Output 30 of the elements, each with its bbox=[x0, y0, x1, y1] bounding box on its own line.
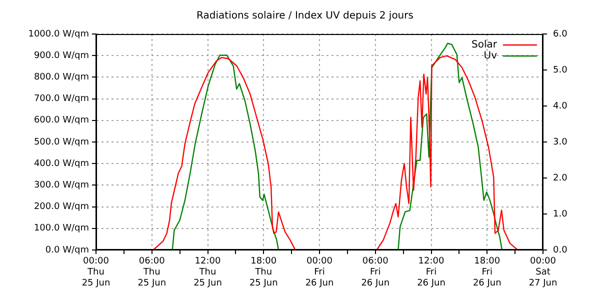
x-tick-label: 18:00 Thu 25 Jun bbox=[249, 256, 278, 288]
x-tick-label: 12:00 Thu 25 Jun bbox=[194, 256, 222, 288]
y2-tick-label: 2.0 bbox=[553, 173, 568, 184]
x-tick-label: 18:00 Fri 26 Jun bbox=[472, 256, 502, 288]
y-tick-label: 0.0 W/qm bbox=[45, 245, 89, 256]
y-tick-label: 400.0 W/qm bbox=[34, 158, 89, 169]
x-tick-label: 12:00 Fri 26 Jun bbox=[417, 256, 446, 288]
legend-label: Uv bbox=[484, 50, 498, 62]
x-tick-label: 06:00 Thu 25 Jun bbox=[138, 256, 166, 288]
y-tick-label: 1000.0 W/qm bbox=[28, 29, 89, 40]
x-tick-label: 00:00 Sat 27 Jun bbox=[528, 256, 558, 288]
y-tick-label: 200.0 W/qm bbox=[34, 202, 89, 212]
y2-tick-label: 0.0 bbox=[553, 245, 568, 256]
y-tick-label: 300.0 W/qm bbox=[34, 180, 89, 191]
y-tick-label: 500.0 W/qm bbox=[34, 137, 89, 148]
x-tick-label: 00:00 Fri 26 Jun bbox=[305, 256, 334, 288]
y2-tick-label: 3.0 bbox=[553, 137, 568, 148]
y2-tick-label: 6.0 bbox=[553, 29, 568, 40]
y2-tick-label: 5.0 bbox=[553, 65, 568, 76]
y-tick-label: 900.0 W/qm bbox=[34, 50, 89, 61]
x-tick-label: 06:00 Fri 26 Jun bbox=[361, 256, 390, 288]
y2-tick-label: 4.0 bbox=[553, 101, 568, 112]
y2-tick-label: 1.0 bbox=[553, 209, 568, 220]
y-tick-label: 800.0 W/qm bbox=[34, 72, 89, 83]
y-tick-label: 600.0 W/qm bbox=[34, 116, 89, 126]
x-tick-label: 00:00 Thu 25 Jun bbox=[82, 256, 110, 288]
chart-title: Radiations solaire / Index UV depuis 2 jours bbox=[196, 10, 414, 22]
legend-label: Solar bbox=[472, 40, 498, 51]
y-tick-label: 100.0 W/qm bbox=[34, 224, 89, 234]
y-tick-label: 700.0 W/qm bbox=[34, 94, 89, 104]
